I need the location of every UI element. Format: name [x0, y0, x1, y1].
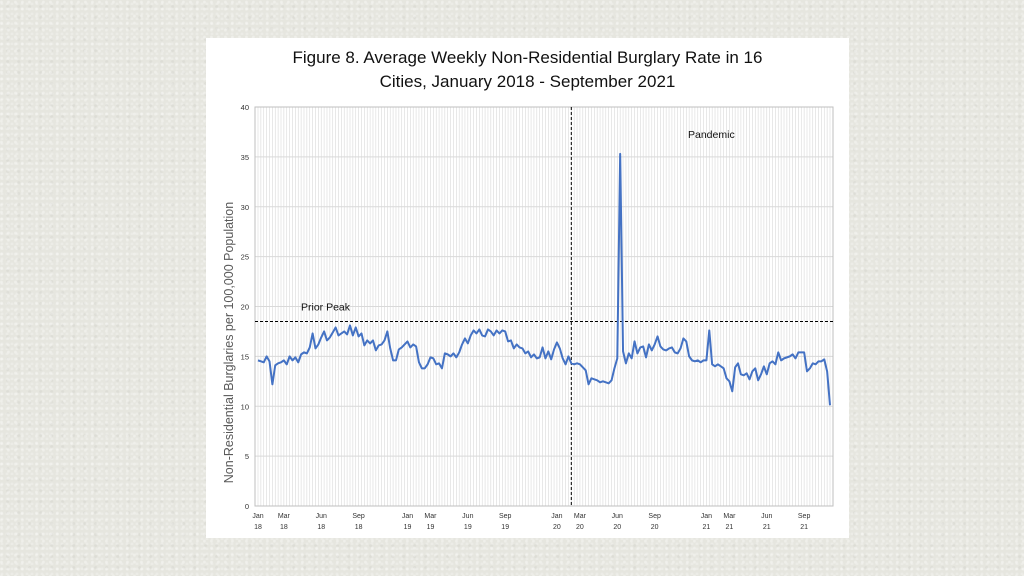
x-tick-label: 21 [763, 524, 771, 531]
pandemic-label: Pandemic [688, 129, 735, 141]
x-tick-label: Jan [701, 513, 712, 520]
y-tick-label: 30 [241, 203, 249, 212]
x-tick-label: 18 [280, 524, 288, 531]
y-tick-label: 40 [241, 103, 249, 112]
y-tick-label: 20 [241, 303, 249, 312]
chart-title: Figure 8. Average Weekly Non-Residential… [206, 46, 849, 94]
y-tick-label: 25 [241, 253, 249, 262]
x-tick-label: 19 [464, 524, 472, 531]
y-tick-label: 10 [241, 402, 249, 411]
x-tick-label: Jan [551, 513, 562, 520]
slide-card: Figure 8. Average Weekly Non-Residential… [206, 38, 849, 538]
x-tick-label: 21 [703, 524, 711, 531]
series-line [257, 152, 831, 406]
x-tick-label: Mar [278, 513, 291, 520]
x-tick-label: Jun [612, 513, 623, 520]
chart-title-line1: Figure 8. Average Weekly Non-Residential… [292, 48, 763, 67]
plot-area [254, 106, 834, 507]
x-tick-label: Jun [316, 513, 327, 520]
x-tick-label: 19 [427, 524, 435, 531]
x-tick-label: Jan [402, 513, 413, 520]
x-tick-label: Jun [761, 513, 772, 520]
x-tick-label: 20 [651, 524, 659, 531]
x-tick-label: Mar [723, 513, 736, 520]
x-tick-label: Sep [798, 513, 811, 520]
x-tick-label: Mar [424, 513, 437, 520]
x-tick-label: 20 [553, 524, 561, 531]
x-axis-ticks: Jan 18 Mar 18 Jun 18 Sep 18 Jan 19 Mar 19 Jun 19 Sep 19… [252, 513, 810, 531]
x-tick-label: 21 [800, 524, 808, 531]
x-tick-label: 21 [725, 524, 733, 531]
y-tick-label: 5 [245, 452, 249, 461]
prior-peak-label: Prior Peak [301, 301, 351, 313]
x-tick-label: Sep [648, 513, 661, 520]
y-tick-label: 0 [245, 502, 249, 511]
x-tick-label: Sep [499, 513, 512, 520]
x-tick-label: Jan [252, 513, 263, 520]
y-axis-ticks: 0 5 10 15 20 25 30 35 40 [241, 103, 249, 511]
chart-title-line2: Cities, January 2018 - September 2021 [379, 72, 676, 91]
x-tick-label: Sep [352, 513, 365, 520]
y-tick-label: 35 [241, 153, 249, 162]
y-axis-label: Non-Residential Burglaries per 100,000 P… [222, 202, 236, 483]
x-tick-label: Mar [574, 513, 587, 520]
x-tick-label: 20 [613, 524, 621, 531]
x-tick-label: 18 [355, 524, 363, 531]
y-tick-label: 15 [241, 352, 249, 361]
x-tick-label: 18 [254, 524, 262, 531]
x-tick-label: 19 [501, 524, 509, 531]
x-tick-label: Jun [462, 513, 473, 520]
x-tick-label: 18 [317, 524, 325, 531]
x-tick-label: 19 [404, 524, 412, 531]
x-tick-label: 20 [576, 524, 584, 531]
